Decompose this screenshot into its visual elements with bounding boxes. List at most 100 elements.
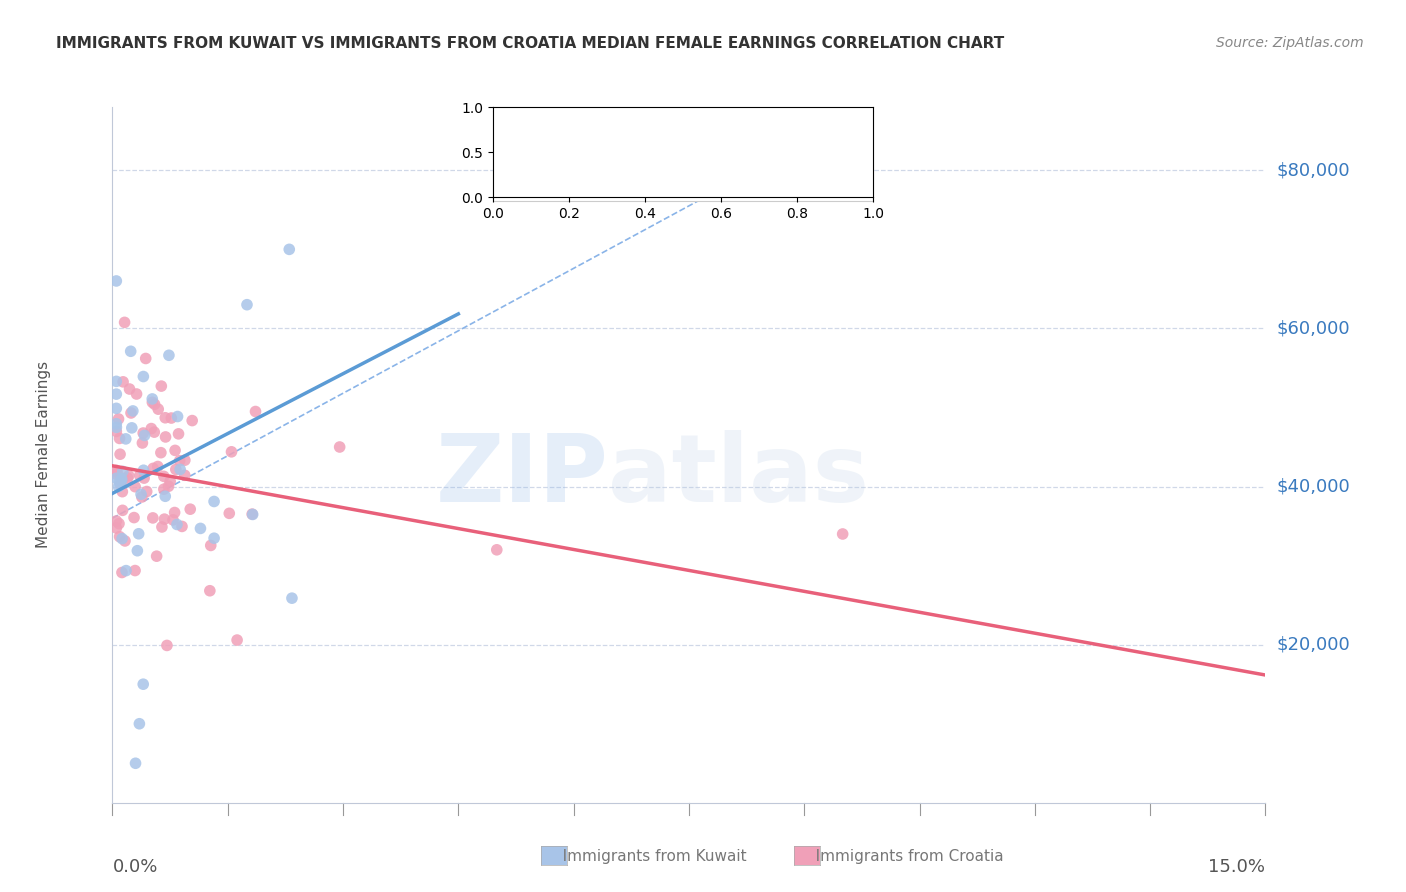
Point: [202, 494, 225, 508]
Point: [105, 463, 128, 477]
Point: [105, 417, 128, 431]
Text: Source: ZipAtlas.com: Source: ZipAtlas.com: [1216, 36, 1364, 50]
Point: [110, 477, 132, 491]
Point: [166, 517, 188, 532]
Point: [105, 375, 128, 389]
Point: [163, 506, 186, 520]
Point: [132, 369, 155, 384]
Point: [149, 445, 172, 459]
Point: [131, 436, 153, 450]
Point: [114, 533, 136, 548]
Point: [121, 404, 143, 418]
Point: [218, 506, 240, 520]
Point: [124, 756, 146, 771]
Point: [142, 511, 165, 525]
Point: [179, 502, 201, 516]
Point: [166, 409, 188, 424]
Point: [124, 564, 146, 578]
Point: [155, 410, 177, 425]
Point: [143, 397, 166, 411]
Point: [111, 474, 134, 488]
Point: [226, 633, 249, 648]
Point: [200, 538, 222, 552]
Point: [131, 490, 153, 504]
Point: [120, 344, 142, 359]
Point: [157, 479, 180, 493]
Text: 15.0%: 15.0%: [1208, 858, 1265, 876]
Text: $40,000: $40,000: [1277, 477, 1350, 496]
Point: [107, 412, 129, 426]
Point: [105, 467, 128, 482]
Point: [128, 468, 150, 483]
Text: atlas: atlas: [609, 430, 869, 522]
Point: [135, 484, 157, 499]
Point: [108, 447, 131, 461]
Point: [111, 464, 134, 478]
Point: [485, 542, 508, 557]
Text: $60,000: $60,000: [1277, 319, 1350, 337]
Point: [150, 379, 173, 393]
Point: [120, 406, 142, 420]
Point: [114, 432, 136, 446]
Point: [128, 716, 150, 731]
Point: [118, 382, 141, 396]
Point: [245, 404, 267, 418]
Point: [127, 543, 149, 558]
Point: [121, 421, 143, 435]
Point: [115, 564, 138, 578]
Text: $20,000: $20,000: [1277, 636, 1350, 654]
Text: Median Female Earnings: Median Female Earnings: [35, 361, 51, 549]
Point: [153, 469, 176, 483]
Point: [125, 387, 148, 401]
Point: [150, 520, 173, 534]
Point: [156, 639, 179, 653]
Point: [153, 512, 176, 526]
Point: [173, 453, 195, 467]
Point: [107, 480, 129, 494]
Text: Immigrants from Kuwait: Immigrants from Kuwait: [548, 849, 747, 863]
Point: [111, 532, 134, 546]
Point: [181, 414, 204, 428]
Point: [169, 462, 191, 476]
Point: [132, 471, 155, 485]
Point: [141, 421, 163, 435]
Point: [105, 401, 128, 416]
Point: [132, 425, 155, 440]
Point: [160, 411, 183, 425]
Point: [242, 508, 264, 522]
Point: [108, 516, 131, 531]
Point: [167, 426, 190, 441]
Point: [157, 348, 180, 362]
Point: [236, 298, 259, 312]
Point: [155, 430, 177, 444]
Point: [173, 468, 195, 483]
Point: [162, 513, 184, 527]
Point: [112, 471, 135, 485]
Point: [281, 591, 304, 606]
Point: [278, 243, 301, 257]
Point: [105, 274, 128, 288]
Point: [118, 468, 141, 483]
Point: [112, 375, 135, 389]
Text: IMMIGRANTS FROM KUWAIT VS IMMIGRANTS FROM CROATIA MEDIAN FEMALE EARNINGS CORRELA: IMMIGRANTS FROM KUWAIT VS IMMIGRANTS FRO…: [56, 36, 1004, 51]
Text: Immigrants from Croatia: Immigrants from Croatia: [801, 849, 1004, 863]
Point: [111, 484, 134, 499]
Point: [153, 482, 176, 496]
Point: [831, 527, 853, 541]
Point: [128, 526, 150, 541]
Point: [146, 459, 169, 474]
Point: [105, 471, 128, 485]
Point: [105, 425, 128, 439]
Point: [159, 475, 181, 489]
Point: [124, 480, 146, 494]
Point: [111, 503, 134, 517]
Point: [135, 351, 157, 366]
Point: [165, 462, 187, 476]
Point: [105, 465, 128, 479]
Point: [132, 677, 155, 691]
Point: [165, 443, 187, 458]
Point: [141, 395, 163, 409]
Point: [221, 445, 243, 459]
Point: [105, 420, 128, 434]
Point: [134, 428, 156, 442]
